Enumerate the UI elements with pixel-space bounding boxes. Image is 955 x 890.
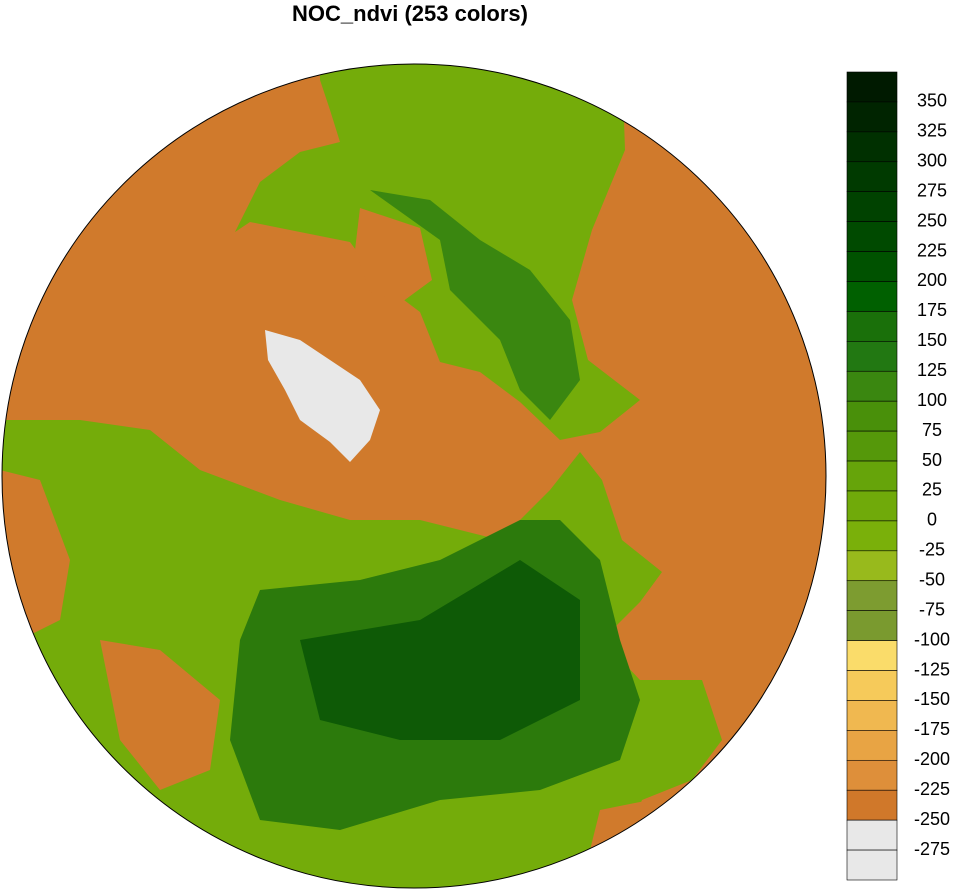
colorbar-box xyxy=(846,71,898,103)
colorbar-box xyxy=(846,400,898,432)
colorbar-label: 50 xyxy=(922,450,942,470)
colorbar-box xyxy=(846,849,898,881)
colorbar-label: 150 xyxy=(917,330,947,350)
colorbar-label: -225 xyxy=(914,779,950,799)
colorbar-label: -150 xyxy=(914,689,950,709)
colorbar-box xyxy=(846,251,898,282)
colorbar-label: 200 xyxy=(917,270,947,290)
colorbar-label: -250 xyxy=(914,809,950,829)
colorbar-label: 350 xyxy=(917,91,947,111)
hudson-bay xyxy=(355,208,432,302)
colorbar-box xyxy=(846,101,898,133)
land-dry-south xyxy=(100,640,220,790)
colorbar: 3503253002752502252001751501251007550250… xyxy=(846,71,950,881)
colorbar-box xyxy=(846,640,898,671)
colorbar-box xyxy=(846,520,898,552)
land-forest-na xyxy=(370,190,580,420)
colorbar-box xyxy=(846,670,898,701)
colorbar-label: 175 xyxy=(917,300,947,320)
colorbar-box xyxy=(846,191,898,222)
colorbar-box xyxy=(846,370,898,402)
colorbar-label: -200 xyxy=(914,749,950,769)
colorbar-box xyxy=(846,221,898,252)
colorbar-box xyxy=(846,460,898,492)
colorbar-box xyxy=(846,161,898,193)
colorbar-label: 75 xyxy=(922,420,942,440)
colorbar-box xyxy=(846,131,898,163)
colorbar-box xyxy=(846,819,898,851)
colorbar-box xyxy=(846,789,898,821)
colorbar-label: 25 xyxy=(922,480,942,500)
colorbar-label: 100 xyxy=(917,390,947,410)
colorbar-box xyxy=(846,311,898,342)
colorbar-box xyxy=(846,341,898,372)
colorbar-box xyxy=(846,730,898,761)
colorbar-label: 225 xyxy=(917,240,947,260)
colorbar-label: -175 xyxy=(914,719,950,739)
map-border xyxy=(1,63,827,889)
colorbar-box xyxy=(846,430,898,462)
greenland-ice xyxy=(265,330,380,462)
colorbar-box xyxy=(846,580,898,611)
colorbar-label: -275 xyxy=(914,839,950,859)
colorbar-label: 250 xyxy=(917,210,947,230)
colorbar-box xyxy=(846,550,898,582)
colorbar-label: 0 xyxy=(927,510,937,530)
colorbar-box xyxy=(846,490,898,522)
colorbar-label: -75 xyxy=(919,599,945,619)
colorbar-box xyxy=(846,759,898,791)
colorbar-label: 325 xyxy=(917,121,947,141)
colorbar-label: -125 xyxy=(914,659,950,679)
colorbar-label: 300 xyxy=(917,151,947,171)
colorbar-label: -25 xyxy=(919,540,945,560)
colorbar-box xyxy=(846,281,898,312)
colorbar-box xyxy=(846,610,898,641)
title: NOC_ndvi (253 colors) xyxy=(292,1,528,26)
land-dense-forest xyxy=(300,560,580,740)
colorbar-box xyxy=(846,700,898,731)
colorbar-label: 125 xyxy=(917,360,947,380)
colorbar-label: -50 xyxy=(919,569,945,589)
colorbar-label: -100 xyxy=(914,629,950,649)
colorbar-label: 275 xyxy=(917,180,947,200)
